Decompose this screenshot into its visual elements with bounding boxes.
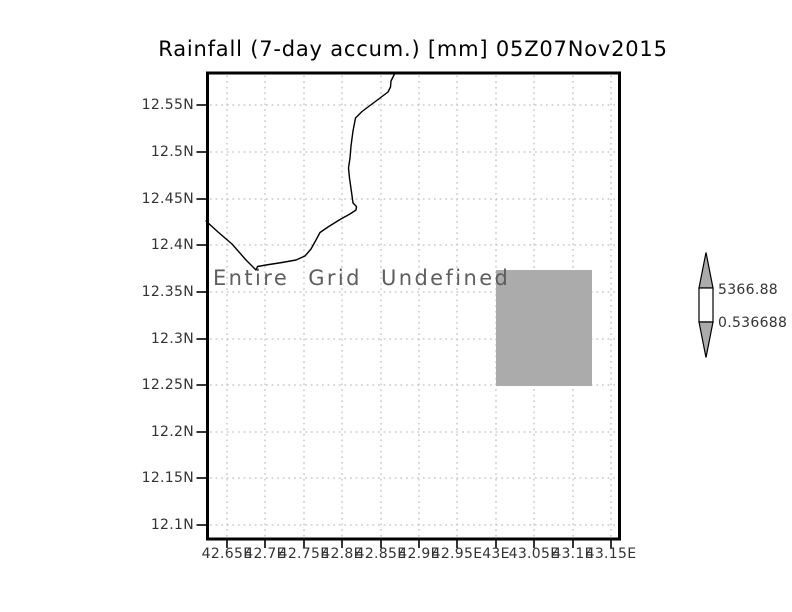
lon-tick-label: 43.1E [552,546,594,562]
page-title: Rainfall (7-day accum.) [mm] 05Z07Nov201… [158,37,668,61]
lon-tick-label: 42.9E [398,546,440,562]
lat-tick-label: 12.45N [141,191,194,207]
horizontal-grid-lines [210,104,618,526]
colorbar-min-label: 0.536688 [718,315,788,331]
undefined-grid-message: Entire Grid Undefined [213,266,511,290]
lat-tick-label: 12.5N [150,144,194,160]
left-axis-ticks [196,104,206,526]
lon-tick-label: 43.15E [585,546,637,562]
lon-tick-label: 42.65E [201,546,253,562]
coastline [205,71,397,271]
bottom-axis-ticks [226,540,612,548]
lat-tick-label: 12.25N [141,377,194,393]
lon-tick-label: 42.95E [431,546,483,562]
lat-tick-label: 12.4N [150,237,194,253]
lon-tick-label: 42.7E [244,546,286,562]
colorbar-upper-triangle [698,252,714,289]
colorbar [698,252,714,358]
map-frame [206,71,621,541]
lat-tick-label: 12.1N [150,517,194,533]
lat-tick-label: 12.3N [150,331,194,347]
colorbar-max-label: 5366.88 [718,282,778,298]
lat-tick-label: 12.2N [150,424,194,440]
lon-tick-label: 42.85E [355,546,407,562]
undefined-region-rect [496,270,592,386]
lat-tick-label: 12.35N [141,284,194,300]
lon-tick-label: 43.05E [508,546,560,562]
lat-tick-label: 12.55N [141,97,194,113]
lon-tick-label: 42.8E [321,546,363,562]
lon-tick-label: 42.75E [278,546,330,562]
colorbar-mid-box [698,287,714,323]
lon-tick-label: 43E [482,546,510,562]
lat-tick-label: 12.15N [141,470,194,486]
colorbar-lower-triangle [698,321,714,358]
